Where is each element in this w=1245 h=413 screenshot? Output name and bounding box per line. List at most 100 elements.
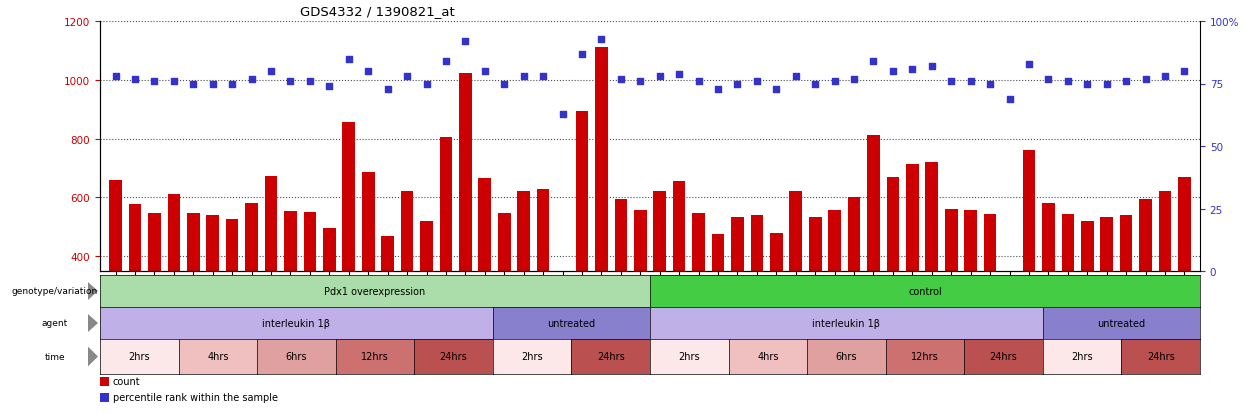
Point (844, 76, 864, 83)
Bar (654, 192, 666, 374)
Text: 4hrs: 4hrs (207, 351, 229, 362)
Point (1155, 74, 1175, 80)
Point (203, 81, 223, 88)
Text: 6hrs: 6hrs (285, 351, 308, 362)
Bar (342, 122, 355, 374)
Text: untreated: untreated (548, 318, 595, 328)
Bar (1081, 221, 1093, 374)
Bar (362, 173, 375, 374)
Text: 24hrs: 24hrs (596, 351, 625, 362)
Point (124, 76, 144, 83)
Bar (1042, 203, 1055, 374)
Point (1174, 69, 1194, 75)
Polygon shape (88, 347, 98, 366)
Bar (965, 211, 977, 374)
Bar (809, 217, 822, 374)
Point (494, 81, 514, 88)
Bar (925, 163, 939, 374)
Point (824, 78, 844, 85)
Point (1058, 78, 1078, 85)
Text: percentile rank within the sample: percentile rank within the sample (113, 392, 278, 403)
Point (1117, 78, 1137, 85)
Bar (284, 211, 296, 374)
Bar (945, 209, 957, 374)
Point (650, 74, 670, 80)
Text: 4hrs: 4hrs (757, 351, 778, 362)
Point (377, 86, 397, 93)
Bar (401, 191, 413, 374)
Point (474, 69, 494, 75)
Point (806, 81, 825, 88)
Point (456, 38, 476, 45)
Point (222, 81, 242, 88)
Text: 2hrs: 2hrs (679, 351, 700, 362)
Bar (595, 48, 608, 374)
Bar (1178, 177, 1190, 374)
Text: 2hrs: 2hrs (1072, 351, 1093, 362)
Bar (886, 178, 899, 374)
Bar (207, 216, 219, 374)
Text: Pdx1 overexpression: Pdx1 overexpression (325, 286, 426, 296)
Point (571, 51, 591, 58)
Point (300, 78, 320, 85)
Point (708, 86, 728, 93)
Text: interleukin 1β: interleukin 1β (813, 318, 880, 328)
Text: 2hrs: 2hrs (128, 351, 151, 362)
Point (767, 86, 787, 93)
Bar (1003, 277, 1016, 374)
Text: 24hrs: 24hrs (439, 351, 467, 362)
Bar (110, 180, 122, 374)
Point (436, 59, 456, 65)
Polygon shape (88, 282, 98, 300)
Point (1038, 76, 1058, 83)
Bar (518, 192, 530, 374)
Bar (575, 112, 589, 374)
Bar (245, 203, 258, 374)
Bar (537, 189, 549, 374)
Bar (906, 164, 919, 374)
Bar (1022, 151, 1036, 374)
Point (980, 81, 1000, 88)
Bar (1062, 215, 1074, 374)
Bar (265, 177, 278, 374)
Bar (712, 234, 725, 374)
Point (144, 78, 164, 85)
Point (786, 74, 806, 80)
Bar (459, 74, 472, 374)
Point (1000, 96, 1020, 102)
Bar (692, 213, 705, 374)
Point (961, 78, 981, 85)
Point (320, 83, 340, 90)
Bar (769, 233, 783, 374)
Bar (304, 213, 316, 374)
Polygon shape (88, 314, 98, 332)
Bar (381, 236, 393, 374)
Bar (984, 215, 996, 374)
Bar (1159, 192, 1172, 374)
Point (611, 76, 631, 83)
Point (747, 78, 767, 85)
Point (397, 74, 417, 80)
Point (1135, 76, 1155, 83)
Point (727, 81, 747, 88)
Point (1018, 61, 1038, 68)
Bar (634, 211, 646, 374)
Text: 12hrs: 12hrs (361, 351, 388, 362)
Bar (168, 195, 181, 374)
Point (359, 69, 378, 75)
Point (921, 64, 941, 70)
Point (1097, 81, 1117, 88)
Bar (225, 219, 239, 374)
Bar (848, 198, 860, 374)
Bar (1101, 217, 1113, 374)
Point (1077, 81, 1097, 88)
Text: time: time (45, 352, 65, 361)
Text: control: control (908, 286, 942, 296)
Point (280, 78, 300, 85)
Bar (187, 214, 199, 374)
Bar (789, 192, 802, 374)
Point (670, 71, 690, 78)
Text: count: count (113, 377, 141, 387)
Point (106, 74, 126, 80)
Point (417, 81, 437, 88)
